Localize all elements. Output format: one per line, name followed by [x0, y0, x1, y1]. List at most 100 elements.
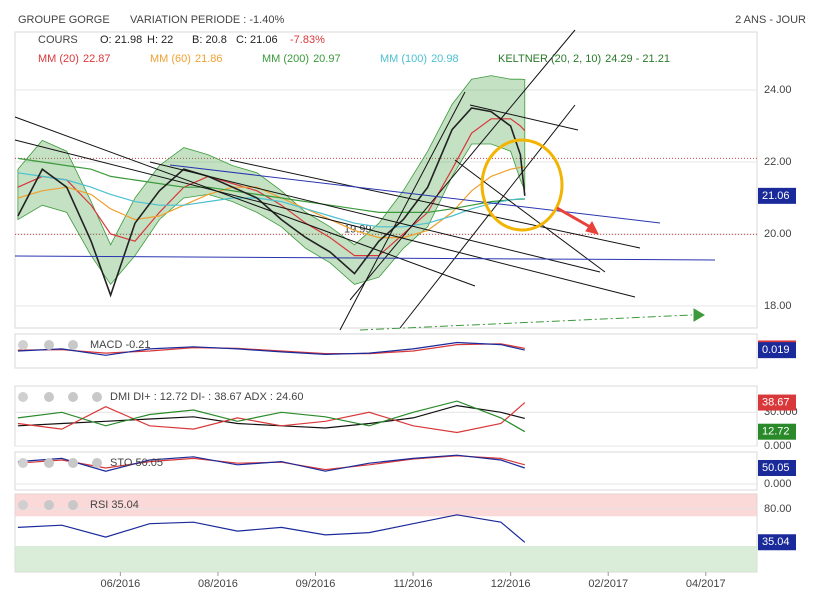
series-line	[17, 343, 525, 355]
panel-icon	[68, 500, 78, 510]
legend-entry: KELTNER (20, 2, 10) 24.29 - 21.21	[498, 53, 670, 65]
last-value-label: 38.67	[762, 396, 790, 408]
last-value-label: 12.72	[762, 426, 790, 438]
ohlc-label: C: 21.06	[236, 34, 278, 46]
panel-icon	[92, 458, 102, 468]
panel-icon	[68, 458, 78, 468]
overbought-zone	[15, 494, 757, 517]
panel-icon	[44, 340, 54, 350]
last-value-label: 50.05	[762, 462, 790, 474]
panel-icon	[44, 500, 54, 510]
legend-value: 20.98	[431, 53, 459, 65]
indicator-label: MACD -0.21	[90, 339, 151, 351]
legend-name: MM (20)	[38, 53, 79, 65]
x-tick-label: 04/2017	[686, 578, 726, 590]
trend-line	[339, 91, 466, 331]
series-line	[17, 172, 525, 228]
panel-frame	[14, 333, 758, 369]
ohlc-label: O: 21.98	[100, 34, 142, 46]
arrow-head	[585, 221, 599, 235]
y-tick-label: 22.00	[764, 156, 792, 168]
last-value-box	[758, 342, 796, 359]
trend-line	[14, 255, 716, 261]
trend-line	[149, 161, 601, 273]
series-line	[17, 514, 526, 543]
ohlc-label: H: 22	[147, 34, 173, 46]
panel-icon	[18, 392, 28, 402]
last-value-label: 21.06	[762, 190, 790, 202]
series-line	[17, 454, 525, 472]
stock-title: GROUPE GORGE	[18, 14, 110, 26]
y-tick-label: 24.00	[764, 84, 792, 96]
legend-value: 20.97	[313, 53, 341, 65]
support-label: 19.99	[344, 223, 372, 235]
oversold-zone	[15, 546, 757, 572]
trend-line	[229, 159, 641, 249]
legend-name: COURS	[38, 34, 78, 46]
legends: COURS O: 21.98 H: 22 B: 20.8 C: 21.06 -7.83% M…	[38, 34, 670, 65]
legend-value: 22.87	[83, 53, 111, 65]
annotations	[14, 29, 716, 331]
panel-frame	[14, 31, 758, 329]
trend-line	[399, 104, 576, 329]
last-value-box	[758, 187, 796, 204]
indicator-label: RSI 35.04	[90, 499, 139, 511]
arrow-head	[693, 308, 705, 322]
y-tick-label: 18.00	[764, 300, 792, 312]
x-tick-label: 09/2016	[296, 578, 336, 590]
arrow	[359, 314, 693, 331]
legend-value: 21.86	[195, 53, 223, 65]
x-tick-label: 11/2016	[394, 578, 433, 590]
series-line	[17, 341, 525, 356]
legend-entry: MM (200) 20.97	[262, 53, 341, 65]
trend-line	[169, 164, 661, 224]
series-line	[17, 157, 525, 213]
x-tick-label: 12/2016	[491, 578, 531, 590]
x-tick-label: 02/2017	[588, 578, 628, 590]
highlight-circle	[480, 138, 564, 232]
y-tick-label: 20.00	[764, 228, 792, 240]
y-tick-label: 0.000	[764, 478, 792, 490]
indicator-label: STO 50.05	[110, 457, 163, 469]
trend-line	[469, 104, 579, 131]
last-value-box	[758, 394, 796, 411]
y-tick-label: 80.00	[764, 503, 792, 515]
panels: 24.0022.0020.0018.0019.9921.060.0310.019…	[14, 31, 798, 590]
last-value-box	[758, 534, 796, 551]
legend-name: KELTNER (20, 2, 10)	[498, 53, 601, 65]
last-value-label: 0.019	[762, 344, 790, 356]
last-value-box	[758, 459, 796, 476]
panel-icon	[68, 392, 78, 402]
last-value-box	[758, 423, 796, 440]
legend-entry: MM (60) 21.86	[150, 53, 222, 65]
trend-line	[14, 139, 636, 298]
y-tick-label: 0.000	[764, 440, 792, 452]
series-line	[17, 400, 526, 433]
x-tick-label: 08/2016	[198, 578, 238, 590]
legend-name: MM (200)	[262, 53, 309, 65]
legend-legend: 24.29 - 21.21	[605, 53, 670, 65]
change-label: -7.83%	[290, 34, 325, 46]
panel-frame	[14, 451, 758, 491]
panel-icon	[44, 392, 54, 402]
series-line	[17, 402, 526, 434]
legend-name: MM (100)	[380, 53, 427, 65]
series-line	[17, 118, 526, 257]
trend-line	[454, 159, 606, 273]
indicator-label: DMI DI+ : 12.72 DI- : 38.67 ADX : 24.60	[110, 391, 304, 403]
legend-entry: MM (20) 22.87	[38, 53, 110, 65]
variation: VARIATION PERIODE : -1.40%	[130, 14, 284, 26]
x-tick-label: 06/2016	[100, 578, 140, 590]
arrow	[556, 206, 593, 230]
legend-name: MM (60)	[150, 53, 191, 65]
panel-icon	[18, 458, 28, 468]
panel-icon	[92, 392, 102, 402]
ohlc-label: B: 20.8	[192, 34, 227, 46]
period: 2 ANS - JOUR	[735, 14, 806, 26]
panel-icon	[18, 500, 28, 510]
series-line	[17, 166, 525, 239]
panel-icon	[68, 340, 78, 350]
series-line	[17, 107, 526, 298]
panel-icon	[44, 458, 54, 468]
